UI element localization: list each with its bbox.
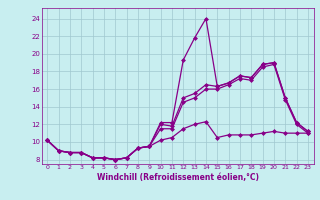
- X-axis label: Windchill (Refroidissement éolien,°C): Windchill (Refroidissement éolien,°C): [97, 173, 259, 182]
